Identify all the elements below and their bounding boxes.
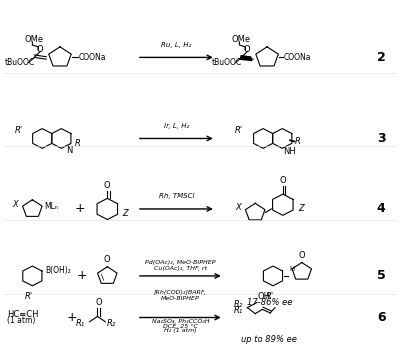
Text: +: + xyxy=(76,270,87,282)
Text: 4: 4 xyxy=(377,203,385,216)
Text: Pd(OAc)₂, MeO-BIPHEP: Pd(OAc)₂, MeO-BIPHEP xyxy=(145,260,216,265)
Text: R₂: R₂ xyxy=(106,319,116,328)
Text: 3: 3 xyxy=(377,132,385,145)
Text: H₂ (1 atm): H₂ (1 atm) xyxy=(164,328,197,333)
Text: (1 atm): (1 atm) xyxy=(7,316,35,325)
Text: COONa: COONa xyxy=(78,53,106,62)
Text: HC≡CH: HC≡CH xyxy=(7,310,38,319)
Text: O: O xyxy=(280,176,286,185)
Text: X: X xyxy=(12,200,18,209)
Text: Z: Z xyxy=(122,209,128,218)
Text: R₂: R₂ xyxy=(234,300,243,309)
Text: R': R' xyxy=(266,292,274,301)
Text: MeO-BIPHEP: MeO-BIPHEP xyxy=(161,296,200,301)
Text: tBuOOC: tBuOOC xyxy=(212,58,242,67)
Text: 6: 6 xyxy=(377,311,385,324)
Text: tBuOOC: tBuOOC xyxy=(5,58,35,67)
Text: Ru, L, H₂: Ru, L, H₂ xyxy=(161,42,192,48)
Text: N: N xyxy=(66,146,72,155)
Text: [Rh(COD)₂]BARF,: [Rh(COD)₂]BARF, xyxy=(154,290,207,295)
Text: R': R' xyxy=(25,292,33,301)
Text: R': R' xyxy=(14,126,22,135)
Polygon shape xyxy=(240,55,252,61)
Text: MLₙ: MLₙ xyxy=(44,202,58,211)
Text: Ir, L, H₂: Ir, L, H₂ xyxy=(164,123,189,129)
Text: H: H xyxy=(289,266,294,272)
Text: up to 89% ee: up to 89% ee xyxy=(242,335,297,344)
Text: O: O xyxy=(243,45,250,54)
Text: O: O xyxy=(298,251,305,260)
Text: COONa: COONa xyxy=(284,53,311,62)
Text: NH: NH xyxy=(284,147,296,156)
Text: 2: 2 xyxy=(377,51,385,64)
Text: 5: 5 xyxy=(377,270,385,282)
Text: R₁: R₁ xyxy=(234,306,243,315)
Text: OMe: OMe xyxy=(24,35,44,44)
Text: O: O xyxy=(104,180,111,190)
Text: X: X xyxy=(235,203,241,212)
Text: Rh, TMSCl: Rh, TMSCl xyxy=(158,193,194,199)
Text: +: + xyxy=(66,311,77,324)
Text: R: R xyxy=(74,139,80,148)
Text: O: O xyxy=(36,45,43,54)
Text: DCE, 25 °C: DCE, 25 °C xyxy=(163,324,198,329)
Text: R₁: R₁ xyxy=(76,319,85,328)
Text: O: O xyxy=(104,255,111,264)
Text: 17-86% ee: 17-86% ee xyxy=(247,298,293,307)
Text: +: + xyxy=(74,203,85,216)
Text: R: R xyxy=(295,137,301,146)
Text: B(OH)₂: B(OH)₂ xyxy=(45,266,71,276)
Text: O: O xyxy=(95,297,102,306)
Text: Na₂SO₄, Ph₃CCO₂H: Na₂SO₄, Ph₃CCO₂H xyxy=(152,319,209,324)
Text: OMe: OMe xyxy=(232,35,251,44)
Text: R': R' xyxy=(235,126,243,135)
Text: OH: OH xyxy=(258,292,271,301)
Text: Z: Z xyxy=(298,204,304,213)
Text: Cu(OAc)₂, THF, rt: Cu(OAc)₂, THF, rt xyxy=(154,266,207,271)
